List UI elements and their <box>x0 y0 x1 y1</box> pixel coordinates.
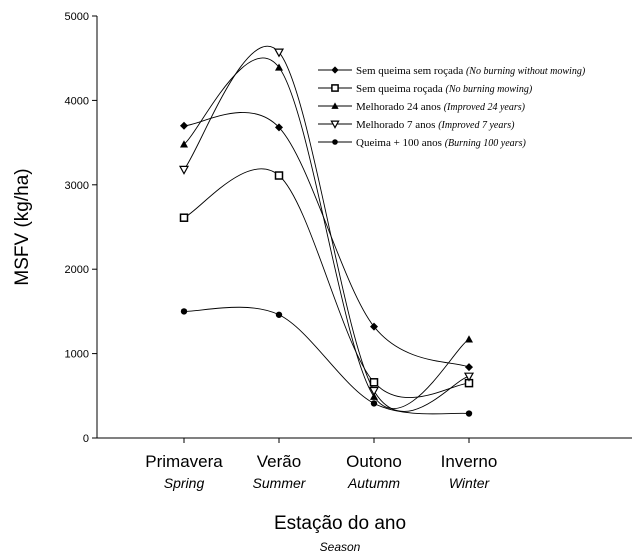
legend-entry-sub: (No burning without mowing) <box>466 66 586 77</box>
data-point <box>465 335 473 343</box>
x-axis-title: Estação do ano <box>274 513 406 534</box>
y-axis-title: MSFV (kg/ha) <box>12 168 33 285</box>
data-point <box>275 311 283 318</box>
category-label: Primavera <box>145 452 223 471</box>
data-point <box>465 363 473 372</box>
category-sublabel: Summer <box>253 475 307 491</box>
category-sublabel: Autumm <box>347 475 400 491</box>
legend-entry-sub: (Burning 100 years) <box>445 138 527 149</box>
y-tick-label: 3000 <box>65 180 89 192</box>
category-sublabel: Spring <box>164 475 205 491</box>
series-line <box>183 306 470 415</box>
legend: Sem queima sem roçada (No burning withou… <box>318 65 586 149</box>
legend-entry: Sem queima sem roçada (No burning withou… <box>356 65 586 77</box>
x-axis-subtitle: Season <box>320 540 361 554</box>
data-point <box>275 123 283 132</box>
data-point <box>369 378 379 387</box>
data-point <box>368 386 380 396</box>
axes: 0 1000 2000 3000 4000 5000 <box>65 11 632 445</box>
data-point <box>274 171 284 180</box>
data-point <box>463 372 475 382</box>
data-point <box>370 400 378 407</box>
series-line <box>183 168 470 398</box>
y-tick-label: 2000 <box>65 264 89 276</box>
legend-entry-sub: (No burning mowing) <box>446 84 533 95</box>
data-point <box>180 121 188 130</box>
data-point <box>180 308 188 315</box>
legend-entry-sub: (Improved 7 years) <box>438 120 515 131</box>
data-point <box>370 322 378 331</box>
data-point <box>332 139 338 145</box>
legend-entry: Sem queima roçada (No burning mowing) <box>356 83 533 95</box>
data-point <box>465 410 473 417</box>
data-point <box>331 66 339 74</box>
data-point <box>330 120 340 129</box>
series-lines <box>183 45 470 415</box>
legend-entry: Melhorado 24 anos (Improved 24 years) <box>356 101 526 113</box>
category-label: Inverno <box>441 452 498 471</box>
category-sublabel: Winter <box>449 475 491 491</box>
y-tick-label: 5000 <box>65 11 89 23</box>
y-tick-label: 4000 <box>65 95 89 107</box>
data-point <box>331 102 339 109</box>
data-point <box>275 63 283 71</box>
data-point <box>273 48 285 58</box>
data-point <box>178 165 190 175</box>
category-labels: Primavera Spring Verão Summer Outono Autumm In… <box>145 452 497 491</box>
category-label: Verão <box>257 452 301 471</box>
data-point <box>179 213 189 222</box>
series-line <box>183 57 470 409</box>
data-point <box>370 392 378 400</box>
data-point <box>331 84 339 92</box>
y-tick-label: 1000 <box>65 349 89 361</box>
data-point <box>180 140 188 148</box>
series-markers <box>178 48 475 417</box>
legend-entry: Melhorado 7 anos (Improved 7 years) <box>356 119 515 131</box>
legend-entry: Queima + 100 anos (Burning 100 years) <box>356 137 526 149</box>
y-tick-label: 0 <box>83 433 89 445</box>
series-line <box>183 45 470 412</box>
category-label: Outono <box>346 452 402 471</box>
series-line <box>183 112 470 368</box>
legend-entry-sub: (Improved 24 years) <box>444 102 526 113</box>
